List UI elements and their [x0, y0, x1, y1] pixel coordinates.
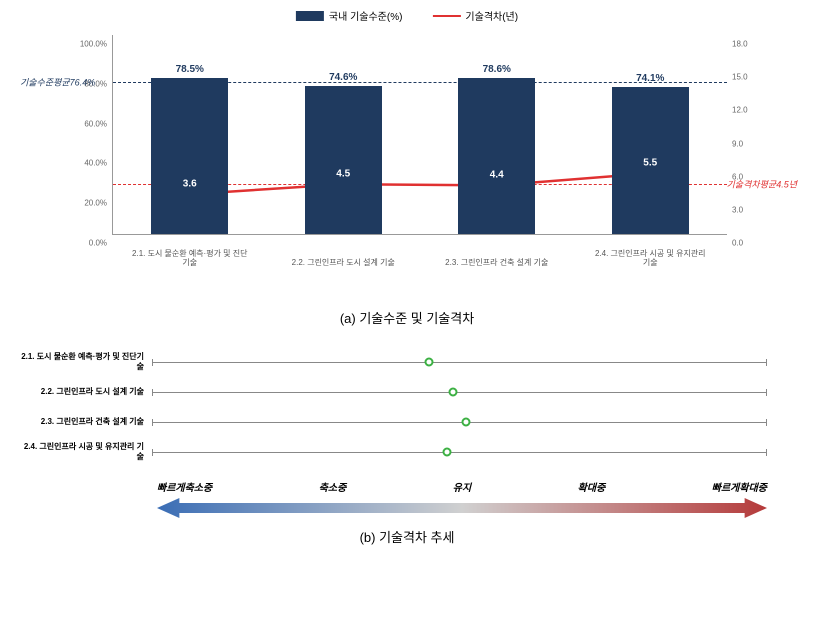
legend-line-label: 기술격차(년) [465, 8, 518, 23]
ytick-right: 3.0 [732, 205, 762, 214]
line-value-label: 4.4 [490, 170, 504, 181]
dot-row-label: 2.3. 그린인프라 건축 설계 기술 [17, 417, 152, 427]
ytick-right: 12.0 [732, 106, 762, 115]
dot-marker [461, 418, 470, 427]
dot-track [152, 392, 767, 393]
bar-value-label: 74.6% [305, 72, 382, 83]
bar-value-label: 78.6% [458, 64, 535, 75]
dot-row-label: 2.1. 도시 물순환 예측·평가 및 진단기술 [17, 352, 152, 371]
bar-value-label: 78.5% [151, 64, 228, 75]
ytick-left: 60.0% [65, 119, 107, 128]
scale-label: 축소중 [319, 479, 347, 494]
ytick-right: 9.0 [732, 139, 762, 148]
bottom-chart: 2.1. 도시 물순환 예측·평가 및 진단기술 2.2. 그린인프라 도시 설계… [17, 347, 797, 546]
caption-b: (b) 기술격차 추세 [17, 527, 797, 546]
scale-label: 빠르게축소중 [157, 479, 212, 494]
dot-rows: 2.1. 도시 물순환 예측·평가 및 진단기술 2.2. 그린인프라 도시 설계… [17, 347, 797, 467]
ytick-left: 100.0% [65, 40, 107, 49]
legend-line-swatch [432, 15, 460, 17]
caption-a: (a) 기술수준 및 기술격차 [0, 308, 814, 327]
x-category: 2.1. 도시 물순환 예측·평가 및 진단기술 [130, 249, 250, 268]
ytick-right: 18.0 [732, 40, 762, 49]
legend-bar-swatch [296, 11, 324, 21]
dot-marker [449, 388, 458, 397]
scale-labels: 빠르게축소중 축소중 유지 확대중 빠르게확대중 [157, 479, 767, 494]
ytick-right: 15.0 [732, 73, 762, 82]
scale-arrow: 빠르게축소중 축소중 유지 확대중 빠르게확대중 [157, 479, 767, 519]
line-value-label: 4.5 [336, 169, 350, 180]
scale-label: 빠르게확대중 [712, 479, 767, 494]
dot-row-label: 2.2. 그린인프라 도시 설계 기술 [17, 387, 152, 397]
dot-row: 2.4. 그린인프라 시공 및 유지관리 기술 [17, 437, 797, 467]
legend: 국내 기술수준(%) 기술격차(년) [296, 8, 518, 23]
dot-marker [424, 358, 433, 367]
dot-marker [443, 448, 452, 457]
scale-label: 확대중 [578, 479, 606, 494]
line-value-label: 3.6 [183, 179, 197, 190]
gradient-arrow [157, 498, 767, 518]
avg-left-label: 기술수준평균76.4% [20, 75, 95, 88]
legend-line: 기술격차(년) [432, 8, 518, 23]
ytick-left: 40.0% [65, 159, 107, 168]
x-category: 2.3. 그린인프라 건축 설계 기술 [437, 258, 557, 268]
line-value-label: 5.5 [643, 158, 657, 169]
dot-track [152, 422, 767, 423]
bar: 74.6% [305, 86, 382, 234]
x-category: 2.4. 그린인프라 시공 및 유지관리 기술 [590, 249, 710, 268]
legend-bar: 국내 기술수준(%) [296, 8, 403, 23]
dot-row-label: 2.4. 그린인프라 시공 및 유지관리 기술 [17, 442, 152, 461]
legend-bar-label: 국내 기술수준(%) [329, 8, 403, 23]
bar: 78.6% [458, 78, 535, 234]
bar: 78.5% [151, 78, 228, 234]
dot-track [152, 452, 767, 453]
dot-row: 2.1. 도시 물순환 예측·평가 및 진단기술 [17, 347, 797, 377]
dot-track [152, 362, 767, 363]
dot-row: 2.2. 그린인프라 도시 설계 기술 [17, 377, 797, 407]
dot-row: 2.3. 그린인프라 건축 설계 기술 [17, 407, 797, 437]
ytick-right: 0.0 [732, 239, 762, 248]
avg-right-label: 기술격차평균4.5년 [727, 178, 797, 191]
plot-area: 0.0%20.0%40.0%60.0%80.0%100.0%0.03.06.09… [112, 35, 727, 235]
scale-label: 유지 [453, 479, 471, 494]
ytick-left: 20.0% [65, 199, 107, 208]
bar-value-label: 74.1% [612, 73, 689, 84]
ytick-left: 0.0% [65, 239, 107, 248]
x-category: 2.2. 그린인프라 도시 설계 기술 [283, 258, 403, 268]
top-chart: 국내 기술수준(%) 기술격차(년) 0.0%20.0%40.0%60.0%80… [17, 0, 797, 280]
